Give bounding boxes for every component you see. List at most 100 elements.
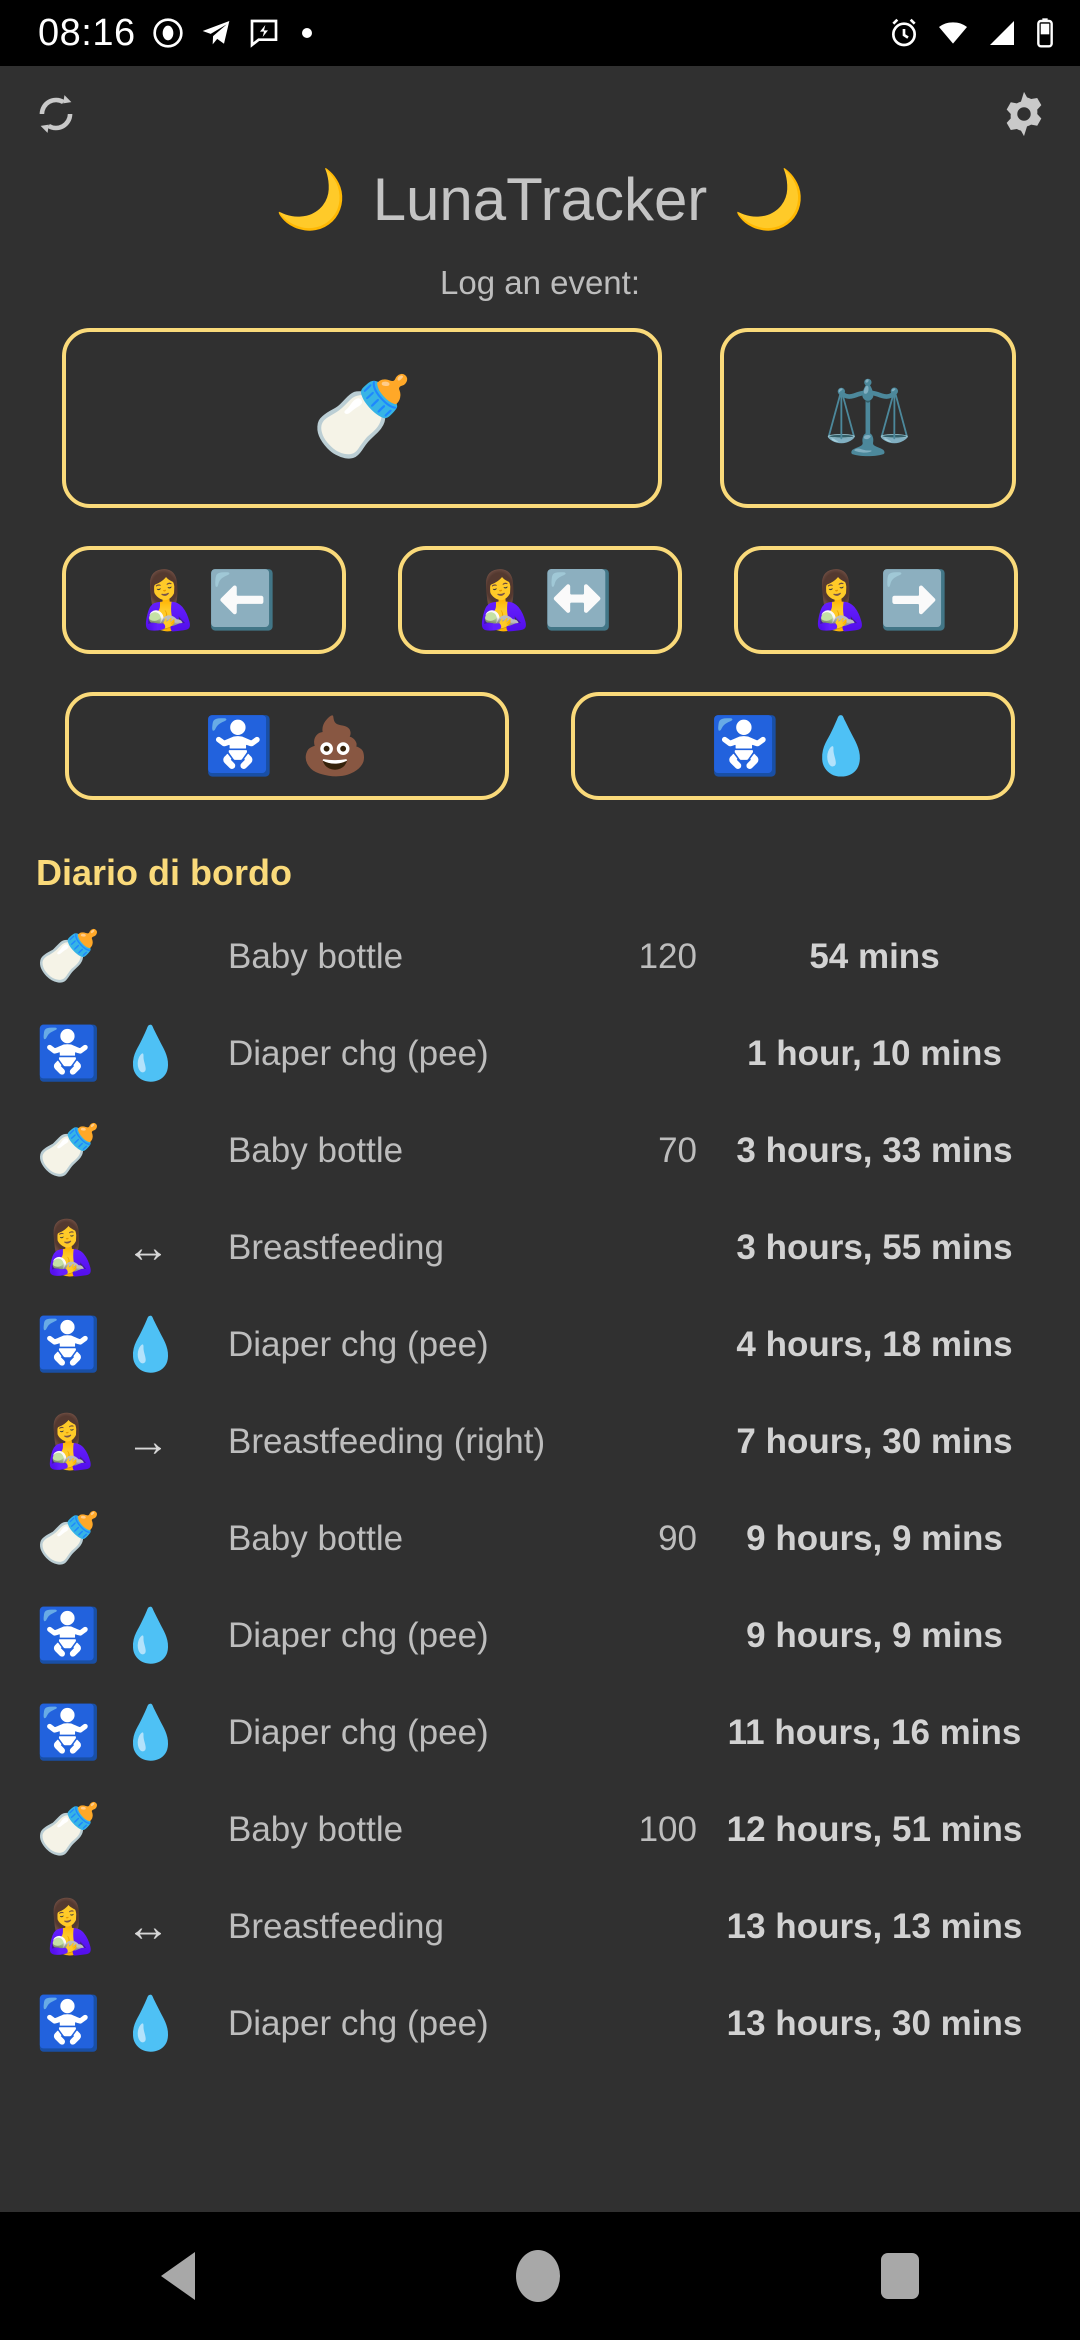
dot-indicator: [301, 28, 312, 38]
log-row-side-arrow-icon: ↔: [126, 1901, 170, 1951]
log-row-type-icon: 🍼: [36, 1800, 101, 1859]
log-row[interactable]: 🚼 💧 Diaper chg (pee) 11 hours, 16 mins: [36, 1684, 1080, 1781]
log-row-label: Baby bottle: [228, 1518, 404, 1558]
baby-bottle-icon: 🍼: [310, 372, 414, 463]
log-breastfeeding-right-button[interactable]: 🤱 ➡️: [734, 546, 1018, 654]
log-row-elapsed: 13 hours, 30 mins: [726, 2003, 1023, 2043]
message-icon: [248, 17, 280, 49]
log-row-detail-icon: 💧: [118, 1703, 183, 1762]
breastfeeding-icon: 🤱: [467, 568, 537, 631]
log-row-elapsed: 12 hours, 51 mins: [726, 1809, 1023, 1849]
record-icon: [152, 17, 184, 49]
log-row-label: Diaper chg (pee): [228, 2003, 489, 2043]
log-row[interactable]: 🤱 ↔ Breastfeeding 13 hours, 13 mins: [36, 1878, 1080, 1975]
log-row-type-icon: 🍼: [36, 927, 101, 986]
log-row-type-icon: 🍼: [36, 1121, 101, 1180]
breastfeeding-icon: 🤱: [803, 568, 873, 631]
sync-icon[interactable]: [30, 88, 82, 140]
log-row-label: Diaper chg (pee): [228, 1615, 489, 1655]
log-diaper-pee-button[interactable]: 🚼 💧: [571, 692, 1015, 800]
log-row-label: Diaper chg (pee): [228, 1033, 489, 1073]
event-button-row-3: 🚼 💩 🚼 💧: [62, 692, 1018, 800]
balance-scale-icon: ⚖️: [823, 378, 913, 458]
log-bottle-button[interactable]: 🍼: [62, 328, 662, 508]
event-button-row-1: 🍼 ⚖️: [62, 328, 1018, 508]
log-row-elapsed: 13 hours, 13 mins: [726, 1906, 1023, 1946]
alarm-icon: [888, 17, 920, 49]
log-row-detail-icon: 💧: [118, 1315, 183, 1374]
log-row-type-icon: 🤱: [36, 1412, 101, 1471]
baby-symbol-icon: 🚼: [204, 714, 274, 777]
log-row-type-icon: 🤱: [36, 1897, 101, 1956]
event-button-row-2: 🤱 ⬅️ 🤱 ↔️ 🤱 ➡️: [62, 546, 1018, 654]
log-row-side-arrow-icon: →: [126, 1416, 170, 1466]
log-row-type-icon: 🚼: [36, 1606, 101, 1665]
page-title: LunaTracker: [372, 166, 708, 233]
log-row-label: Baby bottle: [228, 936, 404, 976]
log-row-elapsed: 4 hours, 18 mins: [736, 1324, 1013, 1364]
log-row-detail-icon: 💧: [118, 1994, 183, 2053]
system-nav-bar: [0, 2212, 1080, 2340]
log-row-type-icon: 🤱: [36, 1218, 101, 1277]
log-row-type-icon: 🚼: [36, 1315, 101, 1374]
log-row-side-arrow-icon: ↔: [126, 1222, 170, 1272]
log-row-amount: 100: [638, 1809, 697, 1849]
log-breastfeeding-left-button[interactable]: 🤱 ⬅️: [62, 546, 346, 654]
log-row[interactable]: 🚼 💧 Diaper chg (pee) 4 hours, 18 mins: [36, 1296, 1080, 1393]
log-row-detail-icon: 💧: [118, 1606, 183, 1665]
poo-icon: 💩: [300, 714, 370, 777]
log-row-elapsed: 9 hours, 9 mins: [746, 1518, 1003, 1558]
log-row-elapsed: 3 hours, 55 mins: [736, 1227, 1013, 1267]
gear-icon[interactable]: [998, 88, 1050, 140]
baby-symbol-icon: 🚼: [710, 714, 780, 777]
log-row-type-icon: 🚼: [36, 1703, 101, 1762]
log-row[interactable]: 🚼 💧 Diaper chg (pee) 13 hours, 30 mins: [36, 1975, 1080, 2072]
log-row-amount: 70: [658, 1130, 697, 1170]
app-bar: [0, 66, 1080, 158]
log-diaper-poo-button[interactable]: 🚼 💩: [65, 692, 509, 800]
log-row-elapsed: 7 hours, 30 mins: [736, 1421, 1013, 1461]
log-row-type-icon: 🍼: [36, 1509, 101, 1568]
log-row[interactable]: 🍼 Baby bottle 70 3 hours, 33 mins: [36, 1102, 1080, 1199]
log-row-label: Diaper chg (pee): [228, 1712, 489, 1752]
moon-right-icon: 🌙: [733, 167, 806, 232]
log-row-elapsed: 11 hours, 16 mins: [727, 1712, 1022, 1752]
log-row-amount: 120: [638, 936, 697, 976]
telegram-icon: [200, 17, 232, 49]
header-title-row: 🌙 LunaTracker 🌙: [0, 158, 1080, 242]
log-row[interactable]: 🍼 Baby bottle 120 54 mins: [36, 908, 1080, 1005]
log-row-type-icon: 🚼: [36, 1994, 101, 2053]
status-bar-left: 08:16: [38, 14, 312, 52]
log-event-subtitle: Log an event:: [440, 264, 640, 301]
arrow-left-right-icon: ↔️: [543, 568, 613, 631]
moon-left-icon: 🌙: [274, 167, 347, 232]
log-row-label: Breastfeeding (right): [228, 1421, 546, 1461]
log-row[interactable]: 🤱 ↔ Breastfeeding 3 hours, 55 mins: [36, 1199, 1080, 1296]
log-list[interactable]: 🍼 Baby bottle 120 54 mins 🚼 💧 Diaper chg (pee)…: [0, 908, 1080, 2212]
arrow-left-icon: ⬅️: [207, 568, 277, 631]
log-weight-button[interactable]: ⚖️: [720, 328, 1016, 508]
log-row[interactable]: 🍼 Baby bottle 100 12 hours, 51 mins: [36, 1781, 1080, 1878]
log-row-label: Diaper chg (pee): [228, 1324, 489, 1364]
log-section-title: Diario di bordo: [36, 852, 292, 893]
recents-nav-icon[interactable]: [881, 2253, 920, 2299]
log-row-amount: 90: [658, 1518, 697, 1558]
status-bar: 08:16: [0, 0, 1080, 66]
back-nav-icon[interactable]: [160, 2252, 195, 2300]
log-row-elapsed: 9 hours, 9 mins: [746, 1615, 1003, 1655]
log-row-elapsed: 3 hours, 33 mins: [736, 1130, 1013, 1170]
arrow-right-icon: ➡️: [879, 568, 949, 631]
log-row[interactable]: 🤱 → Breastfeeding (right) 7 hours, 30 mins: [36, 1393, 1080, 1490]
home-nav-icon[interactable]: [515, 2250, 560, 2302]
log-row-label: Breastfeeding: [228, 1227, 444, 1267]
log-row[interactable]: 🚼 💧 Diaper chg (pee) 9 hours, 9 mins: [36, 1587, 1080, 1684]
log-row[interactable]: 🚼 💧 Diaper chg (pee) 1 hour, 10 mins: [36, 1005, 1080, 1102]
log-row-detail-icon: 💧: [118, 1024, 183, 1083]
log-row[interactable]: 🍼 Baby bottle 90 9 hours, 9 mins: [36, 1490, 1080, 1587]
log-row-elapsed: 54 mins: [809, 936, 940, 976]
log-row-label: Baby bottle: [228, 1130, 404, 1170]
log-breastfeeding-both-button[interactable]: 🤱 ↔️: [398, 546, 682, 654]
log-row-label: Breastfeeding: [228, 1906, 444, 1946]
event-button-grid: 🍼 ⚖️ 🤱 ⬅️ 🤱 ↔️ 🤱 ➡️ 🚼 💩: [0, 328, 1080, 838]
